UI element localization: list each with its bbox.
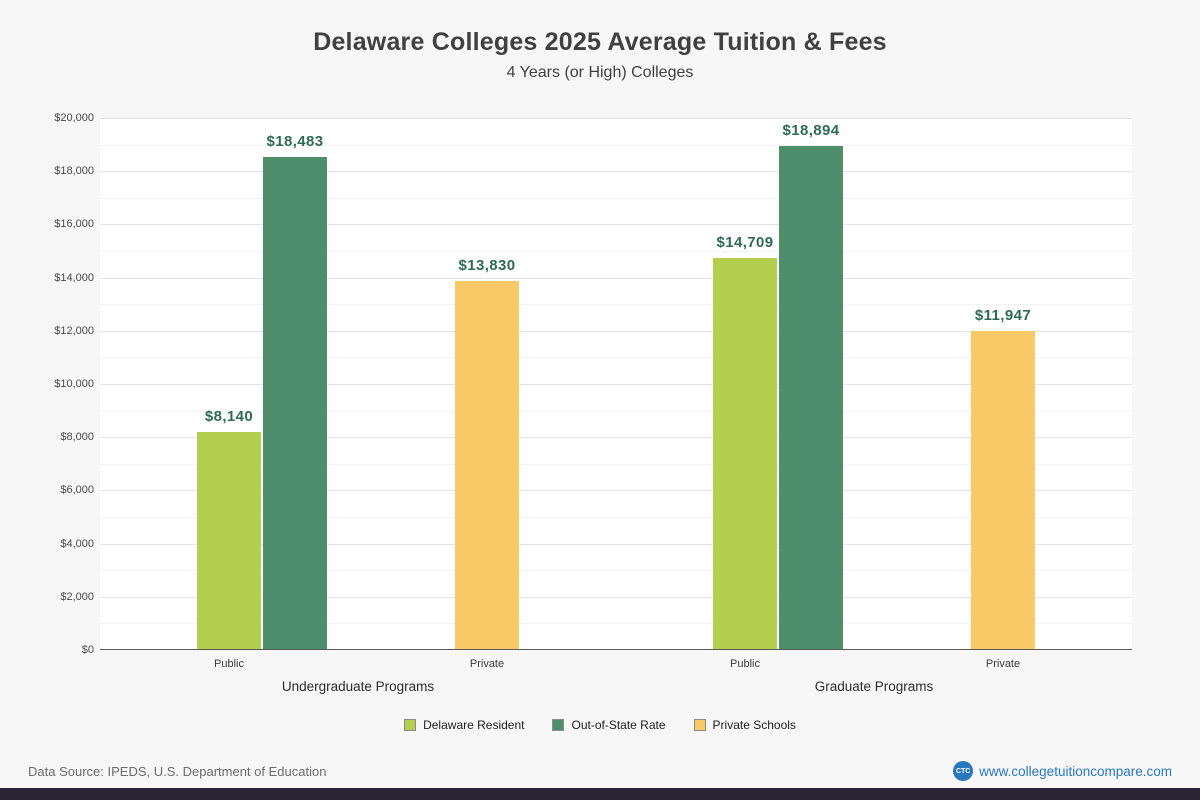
chart-subtitle: 4 Years (or High) Colleges [506,64,694,81]
y-axis-tick-label: $4,000 [60,537,94,550]
bar-value-label: $8,140 [204,408,254,426]
y-axis-tick-label: $0 [81,644,94,656]
gridline-major [100,118,1132,119]
site-link[interactable]: CTC www.collegetuitioncompare.com [953,761,1172,781]
gridline-major [100,330,1132,332]
y-axis-tick-label: $6,000 [60,484,94,497]
gridline-minor [100,144,1132,146]
gridline-minor [100,357,1132,359]
gridline-major [100,384,1132,385]
bar-value-label: $13,830 [458,257,516,275]
ctc-logo-icon: CTC [953,761,974,781]
axis-group-label: Undergraduate Programs [281,679,435,694]
gridline-major [100,437,1132,439]
gridline-major [100,490,1132,492]
bar-delaware-resident [713,257,777,649]
chart-title: Delaware Colleges 2025 Average Tuition &… [313,28,887,56]
bar-private-schools [971,331,1035,649]
plot-area: $8,140 $18,483 Public $13,830 Private $14,709… [100,118,1132,694]
bar-value-label: $11,947 [974,307,1032,325]
bar-out-of-state-rate [779,146,843,649]
bottom-bar [0,788,1200,800]
gridline-minor [100,570,1132,572]
y-axis: $0 $2,000 $4,000 $6,000 $8,000 $10,000 $12,000… [0,112,94,656]
gridline-major [100,277,1132,279]
legend-swatch-icon [404,719,417,731]
gridline-major [100,543,1132,545]
x-axis-category-label: Public [730,658,760,670]
legend-item: Private Schools [693,718,796,732]
gridline-minor [100,251,1132,252]
legend-swatch-icon [693,719,706,731]
bar-delaware-resident [197,432,261,649]
bar-private-schools [455,281,519,649]
x-axis-category-label: Private [469,658,505,670]
site-url: www.collegetuitioncompare.com [979,763,1172,779]
data-source-text: Data Source: IPEDS, U.S. Department of E… [28,763,327,779]
y-axis-tick-label: $12,000 [54,324,94,337]
x-axis-category-label: Public [214,658,244,670]
legend: Delaware Resident Out-of-State Rate Privat… [0,718,1200,732]
gridline-minor [100,623,1132,625]
gridline-minor [100,517,1132,518]
gridline-major [100,596,1132,598]
legend-swatch-icon [552,719,565,731]
legend-label: Out-of-State Rate [571,718,666,732]
footer: Data Source: IPEDS, U.S. Department of E… [0,761,1200,781]
y-axis-tick-label: $10,000 [54,378,94,390]
y-axis-tick-label: $18,000 [54,165,94,178]
y-axis-tick-label: $16,000 [54,218,94,231]
y-axis-tick-label: $2,000 [60,590,94,603]
legend-label: Private Schools [712,718,796,732]
legend-item: Out-of-State Rate [552,718,666,732]
gridline-minor [100,197,1132,199]
bar-value-label: $14,709 [716,233,774,251]
legend-label: Delaware Resident [423,718,525,732]
bar-out-of-state-rate [263,157,327,649]
gridline-major [100,224,1132,226]
gridline-minor [100,463,1132,465]
gridline-major [100,171,1132,173]
bar-value-label: $18,483 [266,133,324,151]
axis-group-label: Graduate Programs [814,679,934,694]
y-axis-tick-label: $20,000 [54,112,94,124]
y-axis-tick-label: $14,000 [54,271,94,284]
gridline-minor [100,304,1132,306]
legend-item: Delaware Resident [404,718,524,732]
gridline-minor [100,410,1132,412]
bar-value-label: $18,894 [782,122,840,140]
y-axis-tick-label: $8,000 [60,431,94,444]
x-axis-category-label: Private [985,658,1021,670]
